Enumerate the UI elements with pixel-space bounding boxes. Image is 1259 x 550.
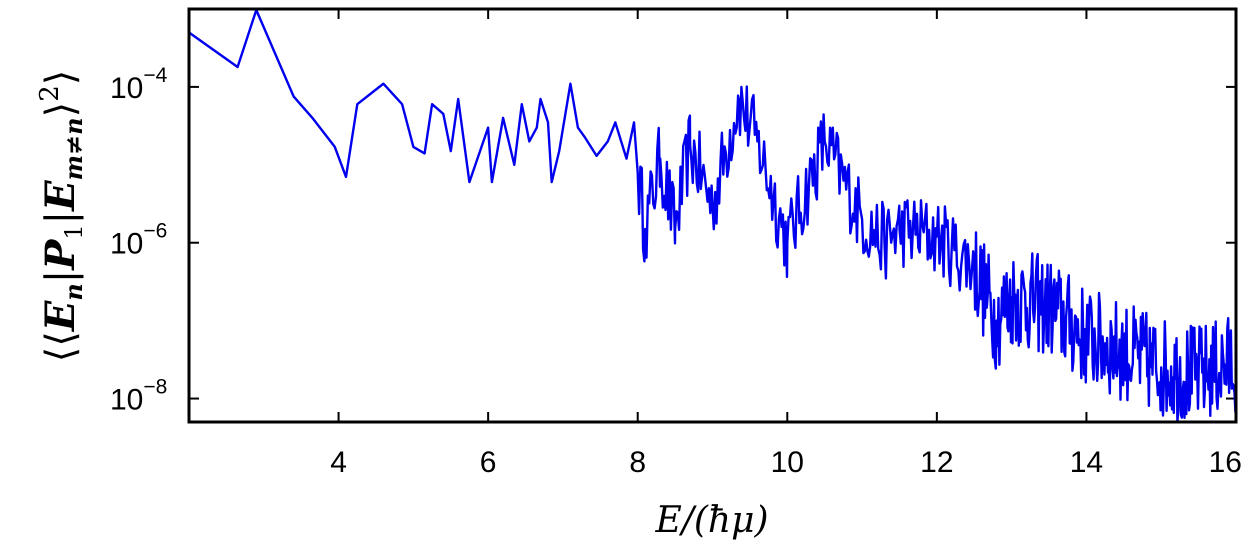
ylabel-close: ⟩ bbox=[38, 102, 84, 118]
x-tick-label: 12 bbox=[920, 446, 953, 479]
ylabel-m-ne-n: m≠n bbox=[59, 117, 88, 180]
ylabel-one: 1 bbox=[60, 224, 88, 239]
svg-text:⟨⟨En|P1|Em≠n⟩2⟩: ⟨⟨En|P1|Em≠n⟩2⟩ bbox=[35, 70, 88, 363]
y-tick-label: 10−4 bbox=[110, 64, 168, 105]
plot-frame bbox=[187, 7, 1238, 424]
y-axis-title: ⟨⟨En|P1|Em≠n⟩2⟩ bbox=[35, 70, 88, 363]
ylabel-open: ⟨⟨ bbox=[38, 331, 84, 362]
x-tick-label: 10 bbox=[771, 446, 804, 479]
x-tick-label: 14 bbox=[1070, 446, 1103, 479]
ylabel-p: P bbox=[37, 238, 84, 271]
ylabel-n: n bbox=[59, 283, 88, 300]
ylabel-outer-close: ⟩ bbox=[38, 70, 84, 86]
y-tick-label: 10−6 bbox=[110, 220, 167, 261]
ylabel-sq: 2 bbox=[35, 85, 65, 102]
x-tick-labels: 4 6 8 10 12 14 16 bbox=[330, 446, 1242, 479]
y-tick-labels: 10−4 10−6 10−8 bbox=[110, 64, 168, 417]
series-line bbox=[188, 8, 1238, 423]
ylabel-e2: E bbox=[37, 180, 84, 212]
x-axis-title: E/(ħμ) bbox=[654, 500, 768, 541]
x-tick-label: 4 bbox=[330, 446, 347, 479]
ylabel-e: E bbox=[37, 300, 84, 332]
x-tick-label: 6 bbox=[480, 446, 497, 479]
x-tick-label: 8 bbox=[629, 446, 646, 479]
y-tick-label: 10−8 bbox=[110, 376, 167, 417]
x-tick-label: 16 bbox=[1209, 446, 1242, 479]
